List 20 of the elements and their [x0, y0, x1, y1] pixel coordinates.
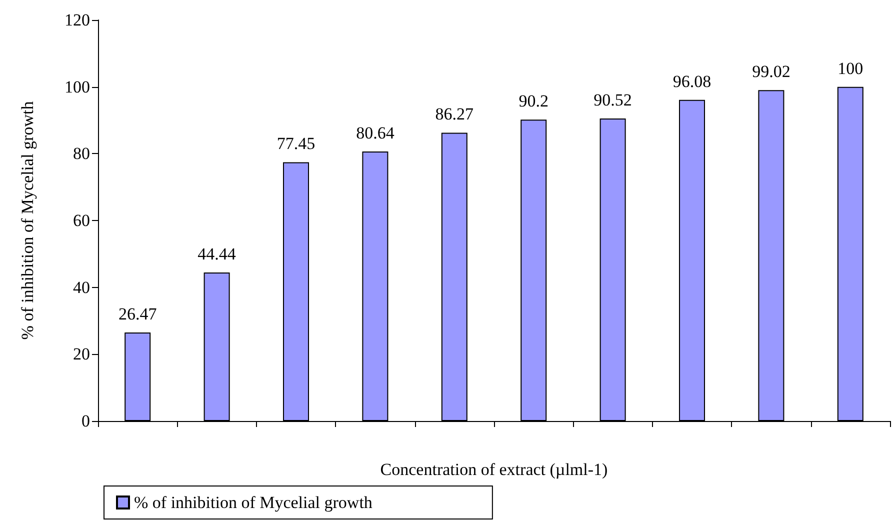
y-tick-label: 60 — [73, 211, 90, 230]
y-tick-label: 100 — [64, 77, 90, 96]
data-label: 26.47 — [118, 304, 158, 324]
data-label: 44.44 — [198, 244, 236, 264]
data-label: 77.45 — [276, 134, 316, 154]
y-axis-title: % of inhibition of Mycelial growth — [18, 100, 37, 340]
y-tick-label: 20 — [73, 344, 90, 364]
y-tick-label: 0 — [82, 412, 90, 430]
data-label: 99.02 — [752, 62, 790, 82]
data-label: 90.52 — [594, 90, 632, 110]
legend-label: % of inhibition of Mycelial growth — [134, 493, 373, 512]
data-label: 86.27 — [435, 104, 474, 124]
data-label: 96.08 — [672, 72, 712, 91]
y-tick-label: 80 — [73, 144, 90, 164]
data-label: 100 — [838, 58, 864, 78]
data-label: 80.64 — [356, 124, 395, 143]
y-tick-label: 40 — [73, 278, 90, 297]
data-label: 90.2 — [518, 92, 548, 111]
y-tick-label: 120 — [64, 10, 90, 30]
x-axis-title: Concentration of extract (µlml-1) — [380, 460, 608, 479]
